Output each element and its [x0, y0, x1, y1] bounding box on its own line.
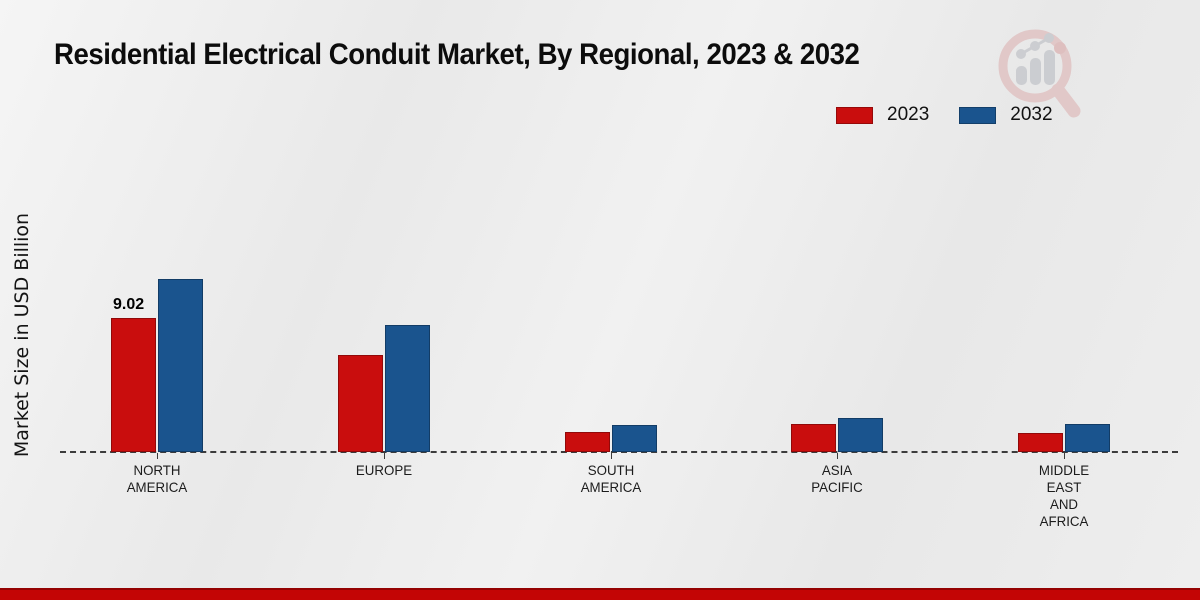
legend-label-2023: 2023	[887, 104, 930, 125]
bar-2023-asia-pacific	[791, 424, 837, 452]
legend-swatch-2032	[959, 106, 997, 124]
data-label-2023-north-america: 9.02	[113, 296, 145, 313]
x-axis-label-middle-east-and-africa: MIDDLE EAST AND AFRICA	[1039, 462, 1090, 529]
legend-item-2032: 2032	[959, 104, 1053, 126]
footer-accent-bar	[0, 588, 1200, 600]
bar-2023-south-america	[564, 432, 610, 452]
bar-2023-north-america	[111, 318, 156, 452]
legend-item-2023: 2023	[836, 104, 929, 126]
brand-watermark-logo-icon	[998, 29, 1081, 118]
x-axis-tick	[610, 453, 612, 459]
x-axis-baseline	[60, 451, 1178, 453]
x-axis-label-asia-pacific: ASIA PACIFIC	[811, 462, 864, 495]
bar-2023-middle-east-and-africa	[1018, 433, 1064, 452]
bar-2032-asia-pacific	[838, 418, 884, 452]
bar-2032-south-america	[611, 425, 657, 452]
legend-swatch-2023	[836, 106, 873, 124]
x-axis-tick	[1064, 453, 1066, 459]
x-axis-label-north-america: NORTH AMERICA	[126, 462, 188, 495]
x-axis-label-europe: EUROPE	[355, 462, 412, 478]
bar-2032-north-america	[158, 279, 203, 452]
chart-legend: 2023 2032	[836, 104, 1053, 126]
x-axis-label-south-america: SOUTH AMERICA	[580, 462, 641, 495]
x-axis-tick	[837, 453, 839, 459]
bar-2023-europe	[337, 355, 383, 452]
x-axis-tick	[383, 453, 385, 459]
x-axis-tick	[157, 453, 158, 459]
chart-title: Residential Electrical Conduit Market, B…	[54, 38, 860, 71]
bar-2032-europe	[384, 325, 430, 452]
legend-label-2032: 2032	[1010, 104, 1053, 125]
bar-2032-middle-east-and-africa	[1065, 424, 1111, 452]
